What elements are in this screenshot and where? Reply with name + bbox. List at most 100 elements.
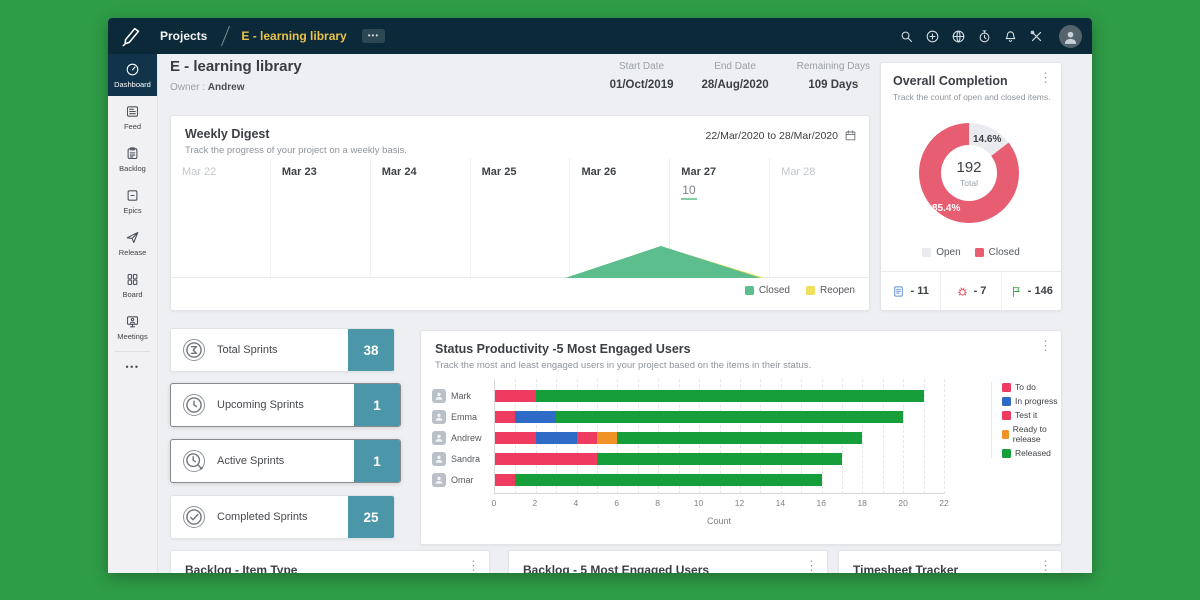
story-icon bbox=[892, 285, 905, 298]
tick-label: 0 bbox=[491, 498, 497, 508]
legend-label: Reopen bbox=[819, 285, 855, 296]
tools-icon[interactable] bbox=[1029, 29, 1044, 44]
tick-label: 6 bbox=[614, 498, 620, 508]
day-label: Mar 25 bbox=[481, 166, 517, 178]
kebab-menu-icon[interactable]: ⋮ bbox=[1039, 558, 1052, 573]
legend-item-to-do: To do bbox=[1002, 382, 1061, 392]
sigma-icon bbox=[183, 339, 205, 361]
clockedit-icon bbox=[183, 450, 205, 472]
timer-icon[interactable] bbox=[977, 29, 992, 44]
completion-donut-chart: 192 Total 14.6% 85.4% bbox=[919, 123, 1019, 223]
nav-projects-link[interactable]: Projects bbox=[160, 29, 208, 43]
bar-emma bbox=[495, 411, 944, 423]
sidebar-item-release[interactable]: Release bbox=[108, 222, 157, 264]
sidebar-item-dashboard[interactable]: Dashboard bbox=[108, 54, 157, 96]
project-header: E - learning library Owner : Andrew Star… bbox=[170, 58, 870, 93]
sprint-card-value: 38 bbox=[348, 329, 394, 371]
legend-item-closed: Closed bbox=[744, 285, 790, 296]
avatar-emma bbox=[432, 410, 446, 424]
kebab-menu-icon[interactable]: ⋮ bbox=[467, 558, 480, 573]
search-icon[interactable] bbox=[899, 29, 914, 44]
day-label: Mar 23 bbox=[281, 166, 317, 178]
overall-completion-card: ⋮ Overall Completion Track the count of … bbox=[880, 62, 1062, 311]
sprint-card-label: Upcoming Sprints bbox=[217, 399, 304, 411]
breadcrumb-slash bbox=[221, 26, 231, 46]
sidebar-more-button[interactable]: ••• bbox=[125, 362, 140, 372]
legend-swatch bbox=[1002, 396, 1011, 406]
meetings-icon bbox=[125, 314, 140, 329]
sprint-card-upcoming-sprints[interactable]: Upcoming Sprints 1 bbox=[170, 383, 401, 427]
project-more-button[interactable]: ••• bbox=[361, 29, 386, 43]
legend-item-ready-to-release: Ready to release bbox=[1002, 424, 1061, 444]
board-icon bbox=[125, 272, 140, 287]
week-range-text: 22/Mar/2020 to 28/Mar/2020 bbox=[705, 129, 838, 142]
sprint-card-total-sprints[interactable]: Total Sprints 38 bbox=[170, 328, 395, 372]
kebab-menu-icon[interactable]: ⋮ bbox=[805, 558, 818, 573]
sidebar: Dashboard Feed Backlog Epics Release Board Mee… bbox=[108, 54, 158, 573]
sidebar-item-label: Meetings bbox=[117, 331, 148, 341]
day-column-mar-26: Mar 26 bbox=[569, 158, 669, 277]
backlog-5-most-engaged-users-card: Backlog - 5 Most Engaged Users ⋮ bbox=[508, 550, 828, 573]
x-axis-label: Count bbox=[706, 516, 732, 526]
count-text: - 146 bbox=[1027, 285, 1053, 297]
legend-item-in-progress: In progress bbox=[1002, 396, 1061, 406]
day-column-mar-22: Mar 22 bbox=[171, 158, 270, 277]
tick-label: 8 bbox=[655, 498, 660, 508]
gridline bbox=[862, 379, 864, 494]
sidebar-item-meetings[interactable]: Meetings bbox=[108, 306, 157, 348]
user-name: Andrew bbox=[451, 433, 482, 443]
legend-label: Closed bbox=[758, 285, 790, 296]
sprint-card-active-sprints[interactable]: Active Sprints 1 bbox=[170, 439, 401, 483]
avatar-mark bbox=[432, 389, 446, 403]
avatar-omar bbox=[432, 473, 446, 487]
day-label: Mar 27 bbox=[681, 166, 717, 178]
story-count: - 11 bbox=[881, 272, 940, 310]
segment-to-do bbox=[495, 474, 516, 486]
breadcrumb-project-name[interactable]: E - learning library bbox=[241, 29, 347, 43]
globe-icon[interactable] bbox=[951, 29, 966, 44]
avatar-sandra bbox=[432, 452, 446, 466]
donut-center: 192 Total bbox=[941, 145, 997, 201]
legend-item-released: Released bbox=[1002, 448, 1061, 458]
bell-icon[interactable] bbox=[1003, 29, 1018, 44]
app-logo-icon[interactable] bbox=[121, 25, 143, 47]
sprint-card-completed-sprints[interactable]: Completed Sprints 25 bbox=[170, 495, 395, 539]
segment-in-progress bbox=[515, 411, 557, 423]
day-label: Mar 26 bbox=[581, 166, 617, 178]
sidebar-item-epics[interactable]: Epics bbox=[108, 180, 157, 222]
segment-released bbox=[515, 474, 822, 486]
feed-icon bbox=[125, 104, 140, 119]
user-name: Emma bbox=[451, 412, 478, 422]
person-icon bbox=[434, 433, 444, 443]
legend-swatch bbox=[974, 248, 984, 257]
tick-label: 4 bbox=[573, 498, 579, 508]
legend-swatch bbox=[1002, 429, 1009, 439]
add-icon[interactable] bbox=[925, 29, 940, 44]
release-icon bbox=[125, 230, 140, 245]
x-axis-ticks: 0 2 4 6 8 10 12 14 16 18 20 22 bbox=[491, 498, 949, 510]
sidebar-item-feed[interactable]: Feed bbox=[108, 96, 157, 138]
sidebar-item-board[interactable]: Board bbox=[108, 264, 157, 306]
user-avatar[interactable] bbox=[1059, 24, 1082, 48]
timesheet-tracker-card: Timesheet Tracker ⋮ bbox=[838, 550, 1062, 573]
person-icon bbox=[434, 391, 444, 401]
weekly-digest-card: Weekly Digest Track the progress of your… bbox=[170, 115, 870, 311]
legend-swatch bbox=[1002, 382, 1011, 392]
legend-item-test-it: Test it bbox=[1002, 410, 1061, 420]
kebab-menu-icon[interactable]: ⋮ bbox=[1039, 338, 1052, 353]
sidebar-item-backlog[interactable]: Backlog bbox=[108, 138, 157, 180]
week-range-picker[interactable]: 22/Mar/2020 to 28/Mar/2020 bbox=[705, 129, 857, 142]
kebab-menu-icon[interactable]: ⋮ bbox=[1039, 70, 1052, 85]
tick-label: 10 bbox=[693, 498, 704, 508]
topbar-actions bbox=[899, 24, 1082, 48]
sprint-card-value: 25 bbox=[348, 496, 394, 538]
day-column-mar-25: Mar 25 bbox=[469, 158, 570, 277]
dashboard-icon bbox=[125, 62, 140, 77]
week-day-grid: Mar 22 Mar 23 Mar 24 Mar 25 Mar 26 Mar 27 10 Ma… bbox=[171, 158, 869, 278]
day-value-link[interactable]: 10 bbox=[681, 183, 697, 200]
epics-icon bbox=[125, 188, 140, 203]
segment-released bbox=[556, 411, 904, 423]
donut-total: 192 bbox=[956, 158, 982, 176]
weekly-digest-title: Weekly Digest bbox=[185, 127, 270, 141]
